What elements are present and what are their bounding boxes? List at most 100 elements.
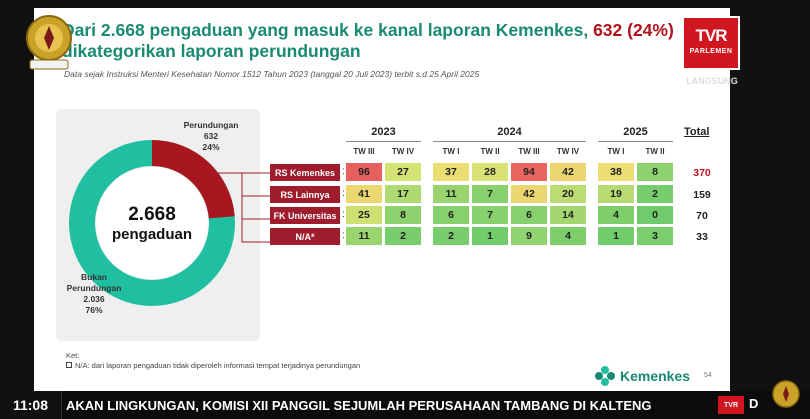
table-cell: 6 — [433, 206, 469, 224]
row-label: N/A* — [270, 228, 340, 245]
checkbox-icon — [66, 362, 72, 368]
page-number: 54 — [704, 372, 712, 379]
presentation-slide: Dari 2.668 pengaduan yang masuk ke kanal… — [34, 8, 730, 391]
donut-center: 2.668 pengaduan — [92, 204, 212, 244]
row-total: 70 — [696, 210, 708, 222]
perundungan-value: 632 — [203, 131, 219, 141]
table-cell: 38 — [598, 163, 634, 181]
ticker-tail: D — [749, 396, 759, 411]
dpr-emblem-icon — [26, 15, 72, 70]
quarter-header: TW III — [518, 147, 540, 156]
table-cell: 1 — [598, 227, 634, 245]
table-cell: 27 — [385, 163, 421, 181]
donut-chart — [69, 140, 235, 306]
perundungan-label: Perundungan 632 24% — [176, 120, 246, 153]
headline-highlight: 632 (24%) — [593, 20, 674, 40]
table-cell: 2 — [637, 185, 673, 203]
quarter-header: TW II — [480, 147, 500, 156]
table-cell: 19 — [598, 185, 634, 203]
table-cell: 1 — [472, 227, 508, 245]
quarter-header: TW IV — [391, 147, 415, 156]
year-underline — [598, 141, 673, 142]
row-total: 370 — [693, 167, 711, 179]
legend-note: Ket: N/A: dari laporan pengaduan tidak d… — [66, 351, 360, 371]
ticker-text: AKAN LINGKUNGAN, KOMISI XII PANGGIL SEJU… — [66, 397, 652, 413]
row-colon: : — [342, 230, 345, 241]
table-cell: 96 — [346, 163, 382, 181]
table-cell: 2 — [385, 227, 421, 245]
quarter-header: TW I — [607, 147, 625, 156]
table-cell: 20 — [550, 185, 586, 203]
table-cell: 8 — [385, 206, 421, 224]
table-cell: 28 — [472, 163, 508, 181]
connector-lines — [214, 172, 270, 243]
table-cell: 14 — [550, 206, 586, 224]
table-cell: 37 — [433, 163, 469, 181]
tvr-logo-small: PARLEMEN — [689, 48, 733, 55]
row-total: 159 — [693, 189, 711, 201]
row-label: FK Universitas — [270, 207, 340, 224]
perundungan-pct: 24% — [202, 142, 220, 152]
year-underline — [433, 141, 586, 142]
ket-note: N/A: dari laporan pengaduan tidak dipero… — [75, 361, 361, 370]
bukan-value: 2.036 — [83, 294, 105, 304]
year-header: 2023 — [371, 126, 396, 138]
table-cell: 8 — [637, 163, 673, 181]
bukan-label: Bukan Perundungan 2.036 76% — [54, 272, 134, 316]
table-cell: 42 — [550, 163, 586, 181]
donut-center-label: pengaduan — [111, 226, 192, 243]
donut-center-value: 2.668 — [128, 204, 176, 225]
live-indicator: LANGSUNG — [686, 76, 738, 86]
headline-pre: Dari 2.668 pengaduan yang masuk ke kanal… — [62, 20, 594, 40]
dpr-small-emblem-icon — [772, 380, 800, 408]
donut-red-segment — [69, 140, 235, 306]
news-ticker: 11:08 AKAN LINGKUNGAN, KOMISI XII PANGGI… — [0, 391, 810, 419]
quarter-header: TW IV — [556, 147, 580, 156]
perundungan-title: Perundungan — [183, 120, 239, 130]
table-cell: 42 — [511, 185, 547, 203]
donut-hole — [96, 167, 208, 279]
year-header: 2024 — [497, 126, 522, 138]
table-cell: 4 — [598, 206, 634, 224]
ket-title: Ket: — [66, 351, 80, 360]
slide-subline: Data sejak Instruksi Menteri Kesehatan N… — [64, 69, 480, 79]
table-cell: 7 — [472, 206, 508, 224]
row-colon: : — [342, 166, 345, 177]
total-header: Total — [684, 126, 710, 138]
year-header: 2025 — [623, 126, 648, 138]
kemenkes-flower-icon — [595, 366, 615, 386]
year-underline — [346, 141, 421, 142]
table-cell: 17 — [385, 185, 421, 203]
table-cell: 94 — [511, 163, 547, 181]
table-cell: 7 — [472, 185, 508, 203]
ket-note-row: N/A: dari laporan pengaduan tidak dipero… — [66, 361, 360, 371]
table-cell: 9 — [511, 227, 547, 245]
table-cell: 41 — [346, 185, 382, 203]
table-cell: 6 — [511, 206, 547, 224]
broadcast-clock: 11:08 — [0, 391, 62, 419]
quarter-header: TW II — [645, 147, 665, 156]
bukan-pct: 76% — [85, 305, 103, 315]
ticker-logo: TVR — [718, 396, 744, 414]
table-cell: 0 — [637, 206, 673, 224]
slide-headline: Dari 2.668 pengaduan yang masuk ke kanal… — [62, 20, 722, 62]
tvr-logo-big: TVR — [695, 26, 728, 45]
bukan-title2: Perundungan — [66, 283, 122, 293]
table-cell: 25 — [346, 206, 382, 224]
table-cell: 11 — [433, 185, 469, 203]
bukan-title1: Bukan — [81, 272, 107, 282]
table-cell: 4 — [550, 227, 586, 245]
table-cell: 3 — [637, 227, 673, 245]
kemenkes-logo: Kemenkes — [594, 364, 704, 388]
quarter-header: TW III — [353, 147, 375, 156]
tvr-parlemen-logo: TVR PARLEMEN — [682, 16, 740, 70]
row-colon: : — [342, 188, 345, 199]
connector-line — [214, 172, 270, 243]
quarter-header: TW I — [442, 147, 460, 156]
kemenkes-logo-text: Kemenkes — [620, 368, 691, 384]
row-label: RS Lainnya — [270, 186, 340, 203]
row-total: 33 — [696, 231, 708, 243]
table-cell: 2 — [433, 227, 469, 245]
headline-post: dikategorikan laporan perundungan — [62, 41, 361, 61]
